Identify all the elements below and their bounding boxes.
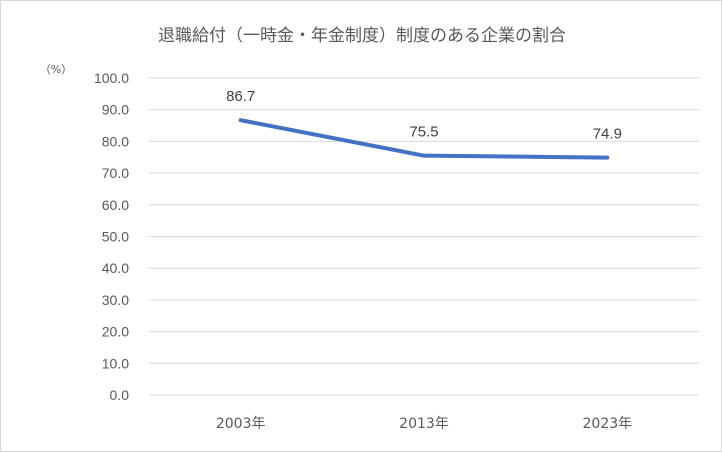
y-tick-label: 10.0 — [102, 355, 129, 371]
y-tick-label: 20.0 — [102, 324, 129, 340]
x-tick-label: 2003年 — [216, 416, 266, 432]
x-axis-ticks: 2003年 2013年 2023年 — [216, 416, 632, 432]
y-tick-label: 70.0 — [102, 165, 129, 181]
y-tick-label: 40.0 — [102, 260, 129, 276]
y-axis-ticks: 0.0 10.0 20.0 30.0 40.0 50.0 60.0 70.0 80.0 90.0 1… — [94, 70, 129, 403]
y-tick-label: 30.0 — [102, 292, 129, 308]
data-label: 86.7 — [226, 88, 255, 105]
data-label: 74.9 — [593, 126, 622, 143]
y-tick-label: 50.0 — [102, 229, 129, 245]
chart-title: 退職給付（一時金・年金制度）制度のある企業の割合 — [158, 26, 566, 46]
x-tick-label: 2023年 — [583, 416, 633, 432]
y-tick-label: 100.0 — [94, 70, 129, 86]
series-group — [238, 118, 610, 160]
y-tick-label: 60.0 — [102, 197, 129, 213]
series-line — [238, 118, 610, 160]
gridlines — [149, 77, 699, 396]
data-label: 75.5 — [409, 124, 438, 141]
y-tick-label: 0.0 — [110, 387, 130, 403]
data-labels: 86.7 75.5 74.9 — [226, 88, 622, 142]
y-tick-label: 80.0 — [102, 133, 129, 149]
y-tick-label: 90.0 — [102, 102, 129, 118]
y-axis-unit-label: （%） — [40, 63, 72, 76]
x-tick-label: 2013年 — [399, 416, 449, 432]
